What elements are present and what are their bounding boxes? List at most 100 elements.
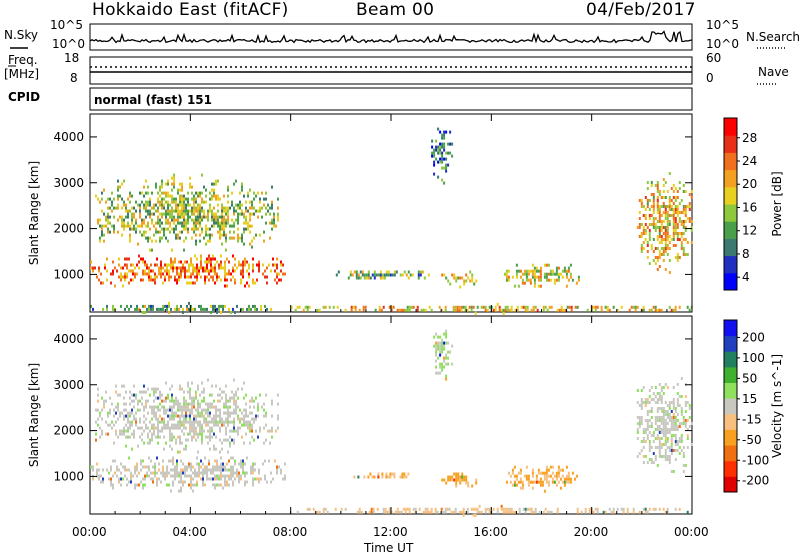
echo-cell <box>194 468 196 472</box>
echo-cell <box>179 423 181 427</box>
echo-cell <box>163 405 165 409</box>
echo-cell <box>169 438 171 442</box>
echo-cell <box>183 200 185 204</box>
echo-cell <box>662 202 665 205</box>
echo-cell <box>628 308 631 312</box>
echo-cell <box>135 227 137 231</box>
echo-cell <box>186 465 188 469</box>
echo-cell <box>204 456 206 460</box>
echo-cell <box>117 194 119 198</box>
echo-cell <box>207 227 209 231</box>
echo-cell <box>254 468 256 472</box>
echo-cell <box>183 396 185 400</box>
echo-cell <box>97 399 99 403</box>
echo-cell <box>674 416 677 419</box>
echo-cell <box>150 263 152 267</box>
echo-cell <box>433 151 436 155</box>
echo-cell <box>580 510 583 514</box>
echo-cell <box>545 272 548 276</box>
echo-cell <box>119 215 121 219</box>
echo-cell <box>638 419 641 422</box>
echo-cell <box>524 510 527 514</box>
echo-cell <box>465 475 468 479</box>
echo-cell <box>664 268 667 271</box>
echo-cell <box>642 507 645 511</box>
echo-cell <box>648 308 651 312</box>
echo-cell <box>219 408 221 412</box>
echo-cell <box>124 275 126 279</box>
echo-cell <box>463 279 466 283</box>
echo-cell <box>658 190 661 193</box>
echo-cell <box>208 260 210 264</box>
echo-cell <box>163 230 165 234</box>
echo-cell <box>137 203 139 207</box>
echo-cell <box>284 477 286 481</box>
echo-cell <box>470 308 473 312</box>
echo-cell <box>682 232 685 235</box>
echo-cell <box>131 227 133 231</box>
echo-cell <box>179 212 181 216</box>
echo-cell <box>184 260 186 264</box>
echo-cell <box>662 416 665 419</box>
echo-cell <box>212 483 214 487</box>
echo-cell <box>219 417 221 421</box>
echo-cell <box>370 510 373 514</box>
echo-cell <box>224 278 226 282</box>
echo-cell <box>214 257 216 261</box>
echo-cell <box>439 365 442 369</box>
echo-cell <box>157 221 159 225</box>
echo-cell <box>537 269 540 273</box>
echo-cell <box>511 468 514 472</box>
echo-cell <box>676 223 679 226</box>
echo-cell <box>535 266 538 270</box>
echo-cell <box>443 356 446 360</box>
plot-frame <box>89 113 693 313</box>
echo-cell <box>233 206 235 210</box>
echo-cell <box>547 480 550 484</box>
echo-cell <box>531 272 534 276</box>
echo-cell <box>516 305 519 309</box>
echo-cell <box>435 353 438 357</box>
echo-cell <box>680 235 683 238</box>
echo-cell <box>680 220 683 223</box>
echo-cell <box>541 480 544 484</box>
echo-cell <box>194 474 196 478</box>
echo-cell <box>455 478 458 482</box>
echo-cell <box>568 305 571 309</box>
echo-cell <box>101 396 103 400</box>
echo-cell <box>373 276 376 280</box>
echo-cell <box>389 472 392 476</box>
echo-cell <box>136 483 138 487</box>
echo-cell <box>557 474 560 478</box>
echo-cell <box>264 474 266 478</box>
echo-cell <box>212 465 214 469</box>
echo-cell <box>207 420 209 424</box>
echo-cell <box>528 507 531 511</box>
echo-cell <box>688 217 691 220</box>
echo-cell <box>421 270 424 274</box>
echo-cell <box>227 221 229 225</box>
echo-cell <box>569 272 572 276</box>
echo-cell <box>664 425 667 428</box>
echo-cell <box>205 200 207 204</box>
echo-cell <box>163 423 165 427</box>
echo-cell <box>555 483 558 487</box>
echo-cell <box>180 275 182 279</box>
echo-cell <box>666 404 669 407</box>
echo-cell <box>504 510 507 514</box>
echo-cell <box>460 308 463 312</box>
echo-cell <box>222 468 224 472</box>
echo-cell <box>517 269 520 273</box>
echo-cell <box>556 507 559 511</box>
echo-cell <box>417 276 420 280</box>
echo-cell <box>167 212 169 216</box>
echo-cell <box>202 471 204 475</box>
echo-cell <box>203 236 205 240</box>
echo-cell <box>474 513 477 517</box>
echo-cell <box>225 393 227 397</box>
echo-cell <box>126 304 128 308</box>
echo-cell <box>119 185 121 189</box>
echo-cell <box>227 438 229 442</box>
echo-cell <box>672 232 675 235</box>
echo-cell <box>237 233 239 237</box>
